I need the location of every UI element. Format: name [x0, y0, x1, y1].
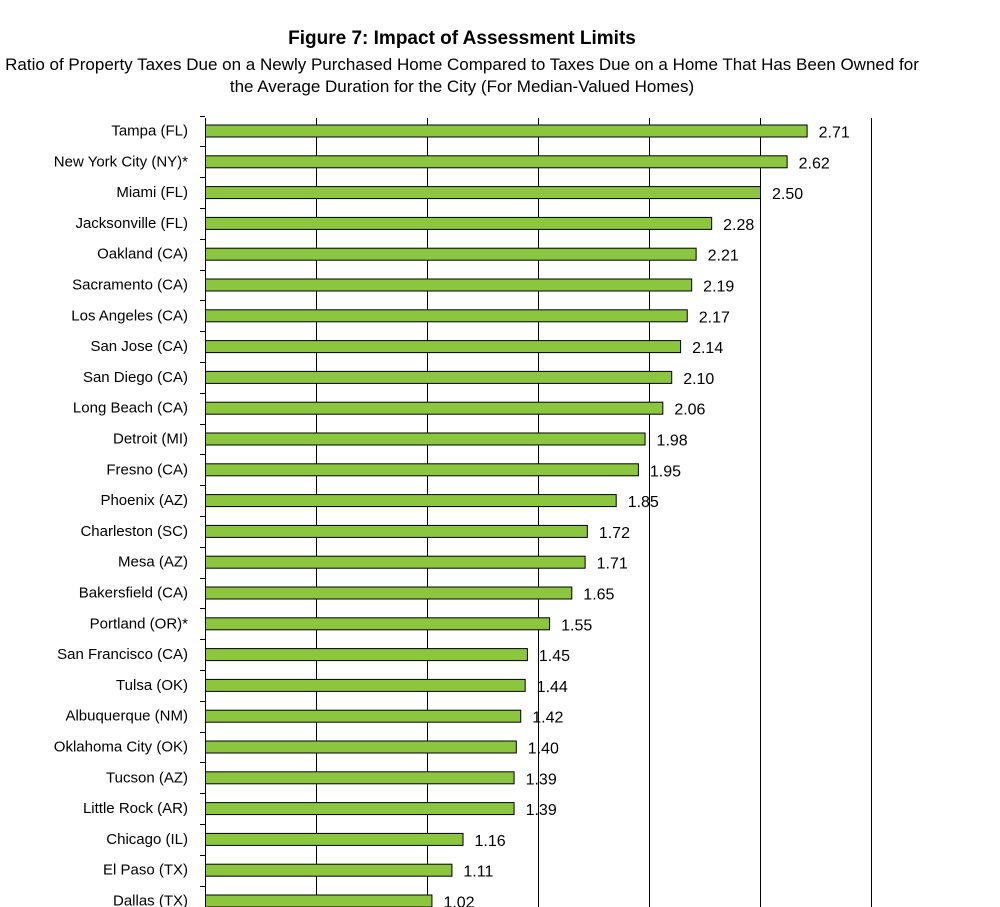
data-label: 1.02 — [443, 895, 474, 907]
data-label: 1.11 — [463, 864, 493, 881]
bar — [205, 709, 522, 723]
category-label: Sacramento (CA) — [72, 277, 188, 294]
data-label: 1.45 — [539, 648, 570, 665]
data-label: 2.06 — [674, 402, 705, 419]
bar — [205, 340, 682, 354]
bar — [205, 216, 713, 230]
category-label: Tucson (AZ) — [106, 769, 188, 786]
bar — [205, 124, 808, 138]
data-label: 1.65 — [583, 587, 614, 604]
category-label: New York City (NY)* — [54, 153, 188, 170]
data-label: 2.21 — [708, 248, 739, 265]
category-label: Tulsa (OK) — [116, 677, 188, 694]
bar — [205, 771, 515, 785]
bar — [205, 432, 646, 446]
data-label: 2.28 — [723, 217, 754, 234]
bar — [205, 463, 639, 477]
bar — [205, 524, 588, 538]
labels: Tampa (FL) 2.71 New York City (NY)* 2.62 Mia… — [54, 123, 850, 907]
bars — [205, 124, 808, 907]
category-label: San Diego (CA) — [83, 369, 188, 386]
category-label: San Jose (CA) — [90, 338, 188, 355]
bar — [205, 494, 617, 508]
category-label: San Francisco (CA) — [57, 646, 188, 663]
bar — [205, 740, 517, 754]
data-label: 1.95 — [650, 463, 681, 480]
bar — [205, 186, 761, 200]
category-label: Mesa (AZ) — [118, 554, 188, 571]
data-label: 1.71 — [597, 556, 628, 573]
data-label: 2.14 — [692, 340, 723, 357]
category-label: Phoenix (AZ) — [100, 492, 188, 509]
data-label: 1.44 — [537, 679, 568, 696]
data-label: 2.17 — [699, 309, 730, 326]
bar — [205, 894, 433, 907]
data-label: 1.40 — [528, 741, 559, 758]
bar — [205, 278, 693, 292]
category-label: Little Rock (AR) — [83, 800, 188, 817]
bar — [205, 370, 673, 384]
bar — [205, 802, 515, 816]
category-label: Detroit (MI) — [113, 431, 188, 448]
category-label: Albuquerque (NM) — [65, 708, 188, 725]
bar — [205, 586, 573, 600]
data-label: 2.19 — [703, 279, 734, 296]
category-label: Bakersfield (CA) — [79, 585, 188, 602]
bar — [205, 155, 788, 169]
data-label: 2.62 — [799, 155, 830, 172]
category-label: Long Beach (CA) — [73, 400, 188, 417]
data-label: 2.50 — [772, 186, 803, 203]
bar — [205, 401, 664, 415]
bar — [205, 617, 551, 631]
category-label: Charleston (SC) — [80, 523, 188, 540]
category-label: El Paso (TX) — [103, 862, 188, 879]
gridlines — [316, 118, 872, 907]
category-label: Chicago (IL) — [106, 831, 188, 848]
data-label: 1.42 — [532, 710, 563, 727]
bar — [205, 648, 528, 662]
category-label: Los Angeles (CA) — [71, 307, 188, 324]
category-axis — [200, 116, 206, 907]
chart-subtitle: Ratio of Property Taxes Due on a Newly P… — [5, 55, 919, 96]
category-label: Fresno (CA) — [106, 461, 188, 478]
data-label: 2.10 — [683, 371, 714, 388]
category-label: Miami (FL) — [116, 184, 188, 201]
category-label: Oklahoma City (OK) — [54, 739, 188, 756]
bar — [205, 678, 526, 692]
category-label: Tampa (FL) — [111, 123, 188, 140]
data-label: 1.39 — [526, 802, 557, 819]
bar — [205, 309, 688, 323]
bar — [205, 555, 586, 569]
data-label: 1.72 — [599, 525, 630, 542]
data-label: 2.71 — [819, 125, 850, 142]
category-label: Oakland (CA) — [97, 246, 188, 263]
data-label: 1.39 — [526, 771, 557, 788]
data-label: 1.16 — [475, 833, 506, 850]
data-label: 1.98 — [657, 433, 688, 450]
category-label: Portland (OR)* — [90, 615, 189, 632]
bar — [205, 832, 464, 846]
category-label: Jacksonville (FL) — [75, 215, 188, 232]
data-label: 1.85 — [628, 494, 659, 511]
bar — [205, 247, 697, 261]
bar — [205, 863, 453, 877]
data-label: 1.55 — [561, 617, 592, 634]
chart-title: Figure 7: Impact of Assessment Limits — [288, 28, 636, 49]
category-label: Dallas (TX) — [113, 893, 188, 907]
